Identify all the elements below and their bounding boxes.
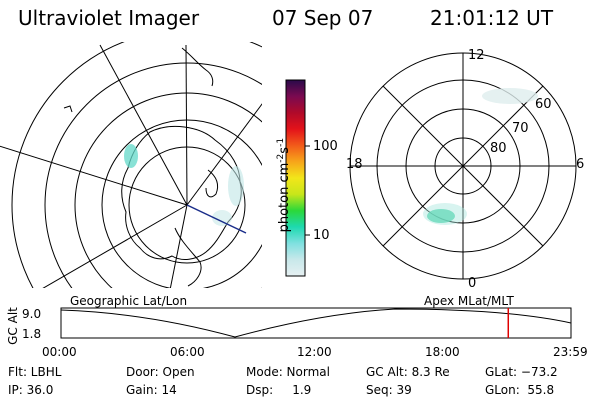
mlat-label-80: 80: [490, 141, 507, 156]
geo-meridian: [0, 145, 188, 206]
seq-status: Seq: 39: [366, 383, 412, 397]
altitude-xtick: 23:59: [553, 345, 588, 359]
mlat-label-60: 60: [535, 97, 552, 112]
date-label: 07 Sep 07: [272, 6, 374, 30]
instrument-title: Ultraviolet Imager: [18, 6, 200, 30]
aurora-oval-halo: [423, 203, 467, 225]
altitude-tick-max: 9.0: [22, 307, 42, 321]
aurora-blob: [212, 210, 232, 226]
mlt-label-6: 6: [576, 157, 585, 172]
aurora-blob: [124, 144, 138, 168]
glat-status: GLat: −73.2: [485, 365, 558, 379]
polar-meridian: [382, 85, 544, 247]
altitude-xtick: 00:00: [42, 345, 77, 359]
mlt-label-0: 0: [468, 276, 477, 291]
dsp-status: Dsp: 1.9: [246, 383, 312, 397]
geo-meridian: [99, 44, 188, 206]
aurora-faint: [482, 88, 538, 104]
geo-meridian: [42, 204, 188, 288]
aurora-blob: [228, 166, 244, 206]
gain-status: Gain: 14: [126, 383, 177, 397]
altitude-xtick: 12:00: [297, 345, 332, 359]
ip-status: IP: 36.0: [8, 383, 54, 397]
geo-meridian: [169, 204, 188, 288]
polar-map-label: Apex MLat/MLT: [424, 294, 514, 308]
geo-latitude-circle: [101, 119, 262, 288]
island-coastline: [63, 105, 73, 113]
satellite-track: [186, 204, 247, 234]
ice-shelf-coastline: [205, 169, 219, 198]
colorbar-gradient: [285, 79, 306, 277]
mode-status: Mode: Normal: [246, 365, 330, 379]
altitude-curve: [60, 308, 572, 338]
colorbar-tick-10: 10: [313, 228, 330, 243]
door-status: Door: Open: [126, 365, 195, 379]
colorbar-tick-100: 100: [313, 139, 338, 154]
altitude-xtick: 18:00: [425, 345, 460, 359]
aurora-oval: [427, 209, 455, 223]
geo-meridian: [185, 44, 188, 206]
mlt-label-12: 12: [468, 48, 485, 63]
altitude-xtick: 06:00: [170, 345, 205, 359]
continent-edge-coastline: [181, 47, 214, 87]
geo-meridian: [186, 103, 262, 206]
glon-status: GLon: 55.8: [485, 383, 555, 397]
time-label: 21:01:12 UT: [430, 6, 554, 30]
mlt-label-18: 18: [346, 157, 363, 172]
filter-status: Flt: LBHL: [8, 365, 62, 379]
geo-map-label: Geographic Lat/Lon: [70, 294, 188, 308]
mlat-label-70: 70: [512, 121, 529, 136]
geo-latitude-circle: [74, 92, 262, 288]
gc-alt-status: GC Alt: 8.3 Re: [366, 365, 450, 379]
peninsula-coastline: [174, 227, 202, 287]
altitude-tick-min: 1.8: [22, 327, 42, 341]
antarctica-coastline: [121, 126, 242, 260]
geo-latitude-circle: [11, 42, 262, 288]
geo-latitude-circle: [44, 62, 262, 288]
